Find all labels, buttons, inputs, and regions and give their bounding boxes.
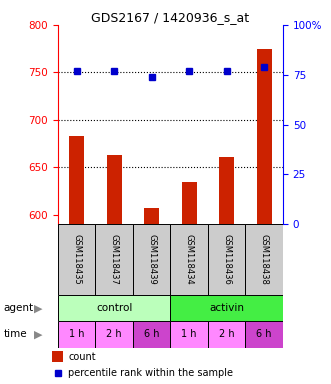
Text: 1 h: 1 h	[69, 329, 84, 339]
Bar	[95, 224, 133, 295]
Bar	[170, 295, 283, 321]
Title: GDS2167 / 1420936_s_at: GDS2167 / 1420936_s_at	[91, 11, 250, 24]
Bar	[219, 157, 234, 224]
Text: 2 h: 2 h	[219, 329, 235, 339]
Text: agent: agent	[3, 303, 33, 313]
Bar	[107, 155, 122, 224]
Bar	[69, 136, 84, 224]
Text: GSM118437: GSM118437	[110, 234, 119, 285]
Text: percentile rank within the sample: percentile rank within the sample	[69, 368, 233, 378]
Bar	[58, 321, 95, 348]
Bar	[133, 321, 170, 348]
Text: control: control	[96, 303, 132, 313]
Bar	[133, 224, 170, 295]
Bar	[95, 321, 133, 348]
Bar	[170, 224, 208, 295]
Text: 6 h: 6 h	[144, 329, 160, 339]
Text: GSM118435: GSM118435	[72, 234, 81, 285]
Text: GSM118434: GSM118434	[185, 234, 194, 285]
Text: ▶: ▶	[34, 303, 42, 313]
Text: time: time	[3, 329, 27, 339]
Text: 6 h: 6 h	[257, 329, 272, 339]
Text: GSM118436: GSM118436	[222, 234, 231, 285]
Text: ▶: ▶	[34, 329, 42, 339]
Bar	[257, 49, 272, 224]
Bar	[52, 351, 63, 362]
Bar	[58, 224, 95, 295]
Bar	[208, 321, 246, 348]
Bar	[182, 182, 197, 224]
Text: 2 h: 2 h	[106, 329, 122, 339]
Bar	[144, 208, 159, 224]
Text: GSM118438: GSM118438	[260, 234, 269, 285]
Bar	[246, 321, 283, 348]
Text: 1 h: 1 h	[181, 329, 197, 339]
Bar	[58, 295, 170, 321]
Text: count: count	[69, 352, 96, 362]
Text: GSM118439: GSM118439	[147, 234, 156, 285]
Bar	[246, 224, 283, 295]
Bar	[170, 321, 208, 348]
Bar	[208, 224, 246, 295]
Text: activin: activin	[209, 303, 244, 313]
